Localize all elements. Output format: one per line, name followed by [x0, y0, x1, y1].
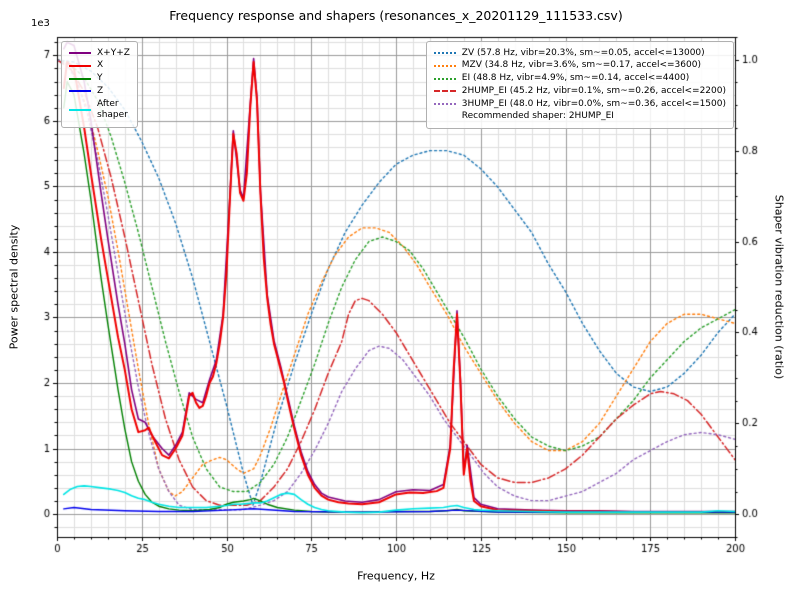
- legend-label: EI (48.8 Hz, vibr=4.9%, sm~=0.14, accel<…: [461, 73, 690, 83]
- legend-line-sample-icon: [433, 90, 456, 93]
- x-axis-label: Frequency, Hz: [357, 569, 435, 583]
- shaper-legend: ZV (57.8 Hz, vibr=20.3%, sm~=0.05, accel…: [425, 41, 734, 129]
- legend-entry: Z: [69, 86, 130, 97]
- legend-line-sample-icon: [69, 64, 91, 67]
- legend-entry: After shaper: [69, 99, 130, 122]
- legend-line-sample-icon: [433, 64, 456, 67]
- legend-entry: Y: [69, 73, 130, 84]
- legend-line-sample-icon: [433, 103, 456, 106]
- legend-label: 3HUMP_EI (48.0 Hz, vibr=0.0%, sm~=0.36, …: [461, 98, 726, 109]
- y-axis-label-left: Power spectral density: [7, 224, 21, 350]
- legend-line-sample-icon: [69, 90, 91, 93]
- legend-line-sample-icon: [69, 108, 91, 111]
- legend-entry: ZV (57.8 Hz, vibr=20.3%, sm~=0.05, accel…: [433, 47, 726, 59]
- legend-entry: MZV (34.8 Hz, vibr=3.6%, sm~=0.17, accel…: [433, 60, 726, 71]
- legend-label: Recommended shaper: 2HUMP_EI: [461, 111, 614, 122]
- legend-entry: X+Y+Z: [69, 48, 130, 59]
- legend-label: Y: [97, 73, 103, 83]
- legend-entry: X: [69, 60, 130, 71]
- legend-label: After shaper: [97, 98, 128, 120]
- legend-line-sample-icon: [69, 52, 91, 55]
- legend-label: ZV (57.8 Hz, vibr=20.3%, sm~=0.05, accel…: [461, 47, 705, 58]
- legend-line-sample-icon: [69, 77, 91, 80]
- legend-label: Z: [97, 85, 104, 96]
- legend-label: 2HUMP_EI (45.2 Hz, vibr=0.1%, sm~=0.26, …: [461, 85, 726, 96]
- legend-label: X: [97, 60, 104, 71]
- legend-entry: EI (48.8 Hz, vibr=4.9%, sm~=0.14, accel<…: [433, 73, 726, 84]
- legend-label: X+Y+Z: [97, 47, 130, 58]
- legend-line-sample-icon: [433, 77, 456, 80]
- y-axis-label-right: Shaper vibration reduction (ratio): [772, 194, 786, 380]
- chart-title: Frequency response and shapers (resonanc…: [169, 8, 623, 23]
- legend-entry: 3HUMP_EI (48.0 Hz, vibr=0.0%, sm~=0.36, …: [433, 98, 726, 110]
- legend-entry: Recommended shaper: 2HUMP_EI: [434, 111, 726, 122]
- legend-line-sample-icon: [433, 52, 456, 55]
- legend-entry: 2HUMP_EI (45.2 Hz, vibr=0.1%, sm~=0.26, …: [433, 85, 726, 97]
- legend-label: MZV (34.8 Hz, vibr=3.6%, sm~=0.17, accel…: [461, 60, 701, 71]
- y-axis-offset-text: 1e3: [31, 18, 50, 29]
- psd-legend: X+Y+Z X Y Z After shaper: [61, 41, 138, 128]
